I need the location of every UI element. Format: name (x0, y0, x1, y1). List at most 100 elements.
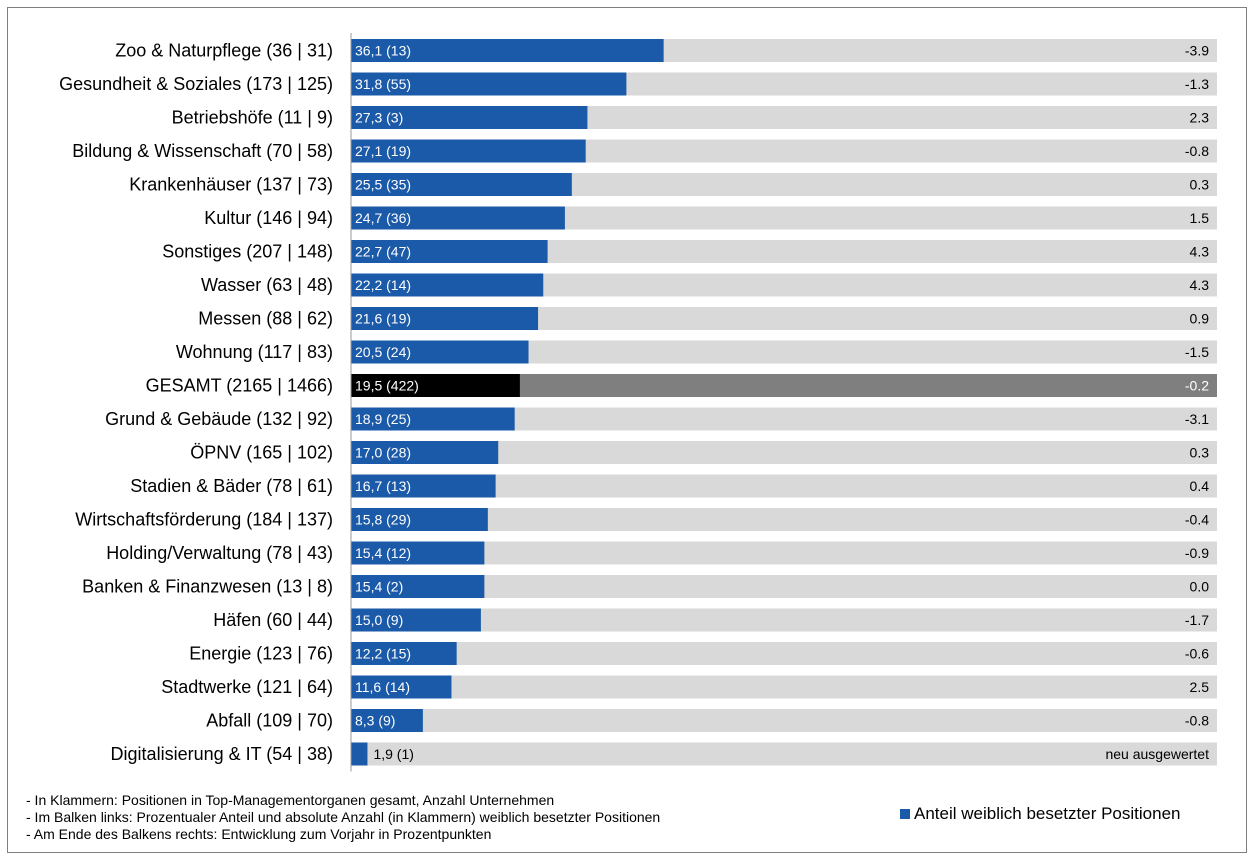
data-label: 17,0 (28) (355, 445, 411, 461)
category-label: Zoo & Naturpflege (36 | 31) (115, 41, 333, 61)
bar (351, 374, 520, 397)
category-label: Sonstiges (207 | 148) (162, 242, 333, 262)
data-label: 15,4 (2) (355, 579, 403, 595)
bar-track (351, 273, 1217, 297)
bar-track (351, 340, 1217, 364)
change-label: -0.4 (1185, 512, 1209, 528)
bar (351, 72, 627, 96)
bar (351, 273, 544, 297)
bar (351, 206, 565, 230)
change-label: 2.5 (1190, 679, 1210, 695)
bar-track (351, 608, 1217, 632)
change-label: 0.3 (1190, 445, 1210, 461)
data-label: 20,5 (24) (355, 344, 411, 360)
bar (351, 642, 457, 665)
footnote: - Im Balken links: Prozentualer Anteil u… (26, 809, 661, 825)
change-label: -0.9 (1185, 545, 1209, 561)
category-label: Wirtschaftsförderung (184 | 137) (75, 510, 333, 530)
legend-swatch (900, 809, 910, 819)
data-label: 19,5 (422) (355, 378, 419, 394)
category-label: Stadtwerke (121 | 64) (161, 677, 333, 697)
category-label: Krankenhäuser (137 | 73) (129, 175, 333, 195)
legend-label: Anteil weiblich besetzter Positionen (914, 804, 1181, 823)
data-label: 18,9 (25) (355, 411, 411, 427)
change-label: -1.3 (1185, 76, 1209, 92)
change-label: -1.5 (1185, 344, 1209, 360)
category-label: ÖPNV (165 | 102) (190, 443, 333, 463)
bar (351, 106, 588, 129)
change-label: -3.9 (1185, 43, 1209, 59)
bar-track (351, 374, 1217, 397)
bar (351, 340, 529, 364)
change-label: 0.0 (1190, 579, 1210, 595)
bar-track (351, 742, 1217, 766)
category-label: Gesundheit & Soziales (173 | 125) (59, 74, 333, 94)
category-label: Stadien & Bäder (78 | 61) (130, 476, 333, 496)
bar-track (351, 240, 1217, 263)
bar (351, 575, 485, 598)
bar-track (351, 474, 1217, 498)
data-label: 27,3 (3) (355, 110, 403, 126)
bar (351, 742, 368, 766)
data-label: 15,0 (9) (355, 612, 403, 628)
bar-track (351, 541, 1217, 565)
bar-track (351, 441, 1217, 464)
bar (351, 608, 481, 632)
bar-track (351, 508, 1217, 531)
bar (351, 307, 539, 330)
bar (351, 541, 485, 565)
bar-track (351, 675, 1217, 699)
category-label: Messen (88 | 62) (198, 309, 333, 329)
category-label: Energie (123 | 76) (189, 644, 333, 664)
data-label: 8,3 (9) (355, 713, 395, 729)
category-label: Holding/Verwaltung (78 | 43) (106, 543, 333, 563)
change-label: 0.9 (1190, 311, 1210, 327)
category-label: Abfall (109 | 70) (206, 711, 333, 731)
change-label: 0.4 (1190, 478, 1210, 494)
bar (351, 441, 499, 464)
bar-track (351, 575, 1217, 598)
change-label: 0.3 (1190, 177, 1210, 193)
bar (351, 240, 548, 263)
footnote: - In Klammern: Positionen in Top-Managem… (26, 792, 555, 808)
change-label: 1.5 (1190, 210, 1210, 226)
category-label: Kultur (146 | 94) (204, 208, 333, 228)
change-label: -0.6 (1185, 646, 1209, 662)
change-label: -3.1 (1185, 411, 1209, 427)
bar-track (351, 709, 1217, 732)
bar-track (351, 206, 1217, 230)
data-label: 12,2 (15) (355, 646, 411, 662)
data-label: 22,2 (14) (355, 277, 411, 293)
bar (351, 508, 488, 531)
change-label: -1.7 (1185, 612, 1209, 628)
change-label: -0.8 (1185, 713, 1209, 729)
data-label: 36,1 (13) (355, 43, 411, 59)
category-label: Digitalisierung & IT (54 | 38) (111, 744, 333, 764)
data-label: 31,8 (55) (355, 76, 411, 92)
footnote: - Am Ende des Balkens rechts: Entwicklun… (26, 826, 492, 842)
bar (351, 173, 572, 196)
category-label: GESAMT (2165 | 1466) (146, 376, 333, 396)
change-label: 4.3 (1190, 244, 1210, 260)
change-label: -0.8 (1185, 143, 1209, 159)
bar (351, 39, 664, 62)
bar-track (351, 407, 1217, 431)
change-label: neu ausgewertet (1105, 746, 1209, 762)
data-label: 27,1 (19) (355, 143, 411, 159)
data-label: 21,6 (19) (355, 311, 411, 327)
category-label: Wohnung (117 | 83) (176, 342, 333, 362)
category-label: Betriebshöfe (11 | 9) (172, 108, 333, 128)
category-label: Wasser (63 | 48) (201, 275, 333, 295)
category-label: Bildung & Wissenschaft (70 | 58) (72, 141, 333, 161)
legend: Anteil weiblich besetzter Positionen (900, 804, 1180, 824)
change-label: 4.3 (1190, 277, 1210, 293)
bar (351, 139, 586, 163)
change-label: 2.3 (1190, 110, 1210, 126)
bar (351, 474, 496, 498)
data-label: 1,9 (1) (373, 746, 413, 762)
category-label: Grund & Gebäude (132 | 92) (105, 409, 333, 429)
bar (351, 675, 452, 699)
bar (351, 709, 423, 732)
footnotes: - In Klammern: Positionen in Top-Managem… (26, 792, 660, 843)
bar (351, 407, 515, 431)
